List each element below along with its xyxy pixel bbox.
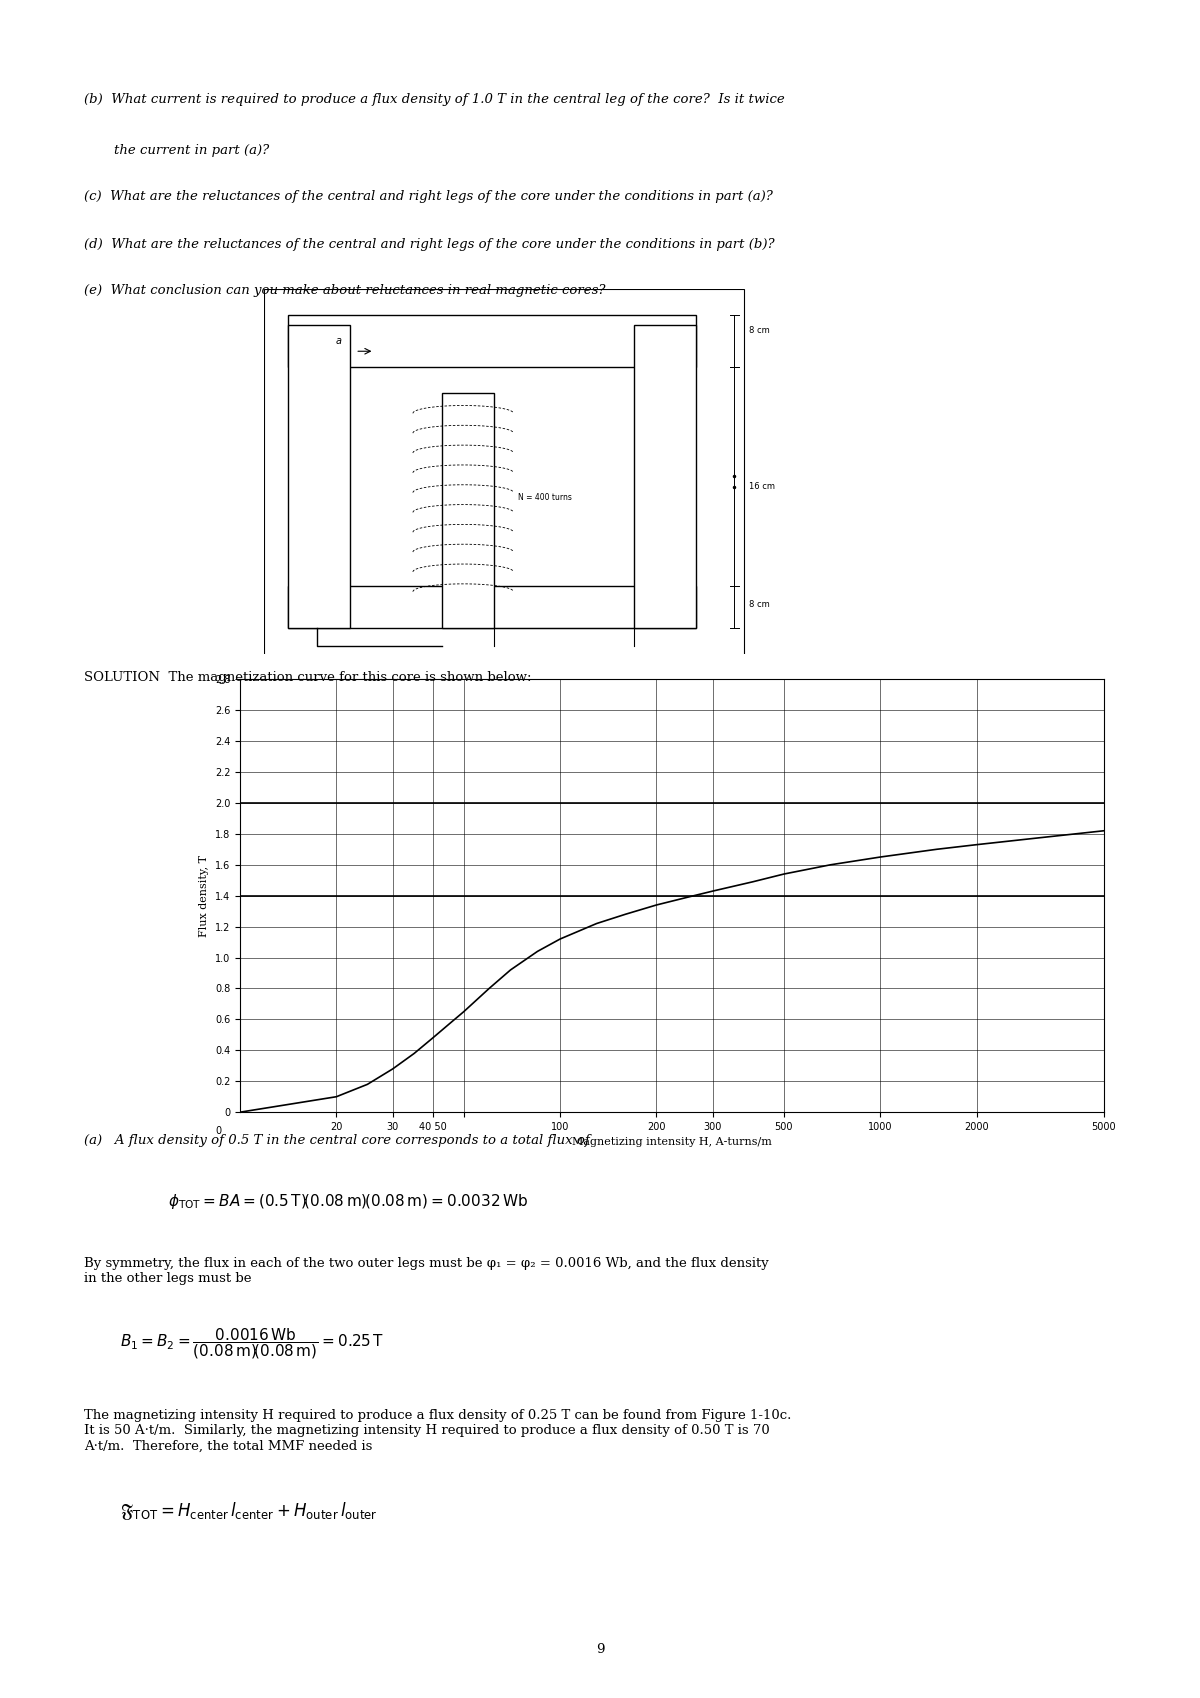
- Text: (b)  What current is required to produce a flux density of 1.0 T in the central : (b) What current is required to produce …: [84, 93, 785, 107]
- Text: The magnetizing intensity H required to produce a flux density of 0.25 T can be : The magnetizing intensity H required to …: [84, 1409, 791, 1452]
- Text: (d)  What are the reluctances of the central and right legs of the core under th: (d) What are the reluctances of the cent…: [84, 238, 775, 251]
- Text: 9: 9: [595, 1642, 605, 1656]
- Text: (e)  What conclusion can you make about reluctances in real magnetic cores?: (e) What conclusion can you make about r…: [84, 284, 606, 297]
- Text: 8 cm: 8 cm: [458, 681, 478, 689]
- Bar: [288, 326, 350, 628]
- Text: 16 cm: 16 cm: [749, 482, 775, 491]
- Text: 16 cm: 16 cm: [552, 681, 576, 689]
- Text: a: a: [336, 336, 342, 346]
- Text: $B_1 = B_2 = \dfrac{0.0016\,\mathrm{Wb}}{\left(0.08\,\mathrm{m}\right)\!\left(0.: $B_1 = B_2 = \dfrac{0.0016\,\mathrm{Wb}}…: [120, 1326, 384, 1360]
- Text: Depth  8 cm: Depth 8 cm: [550, 701, 602, 710]
- Text: $\phi_{\mathrm{TOT}} = BA = \left(0.5\,\mathrm{T}\right)\!\left(0.08\,\mathrm{m}: $\phi_{\mathrm{TOT}} = BA = \left(0.5\,\…: [168, 1192, 528, 1211]
- Bar: [442, 392, 494, 628]
- X-axis label: Magnetizing intensity H, A-turns/m: Magnetizing intensity H, A-turns/m: [572, 1138, 772, 1148]
- Text: 8 cm: 8 cm: [655, 681, 674, 689]
- Text: (c)  What are the reluctances of the central and right legs of the core under th: (c) What are the reluctances of the cent…: [84, 190, 773, 204]
- Text: $\mathfrak{F}_{\mathrm{TOT}} = H_{\mathrm{center}}\,l_{\mathrm{center}} + H_{\ma: $\mathfrak{F}_{\mathrm{TOT}} = H_{\mathr…: [120, 1501, 378, 1521]
- Bar: [288, 314, 696, 367]
- Y-axis label: Flux density, T: Flux density, T: [199, 854, 209, 937]
- Text: 16 cm: 16 cm: [384, 681, 408, 689]
- Text: (a)   A flux density of 0.5 T in the central core corresponds to a total flux of: (a) A flux density of 0.5 T in the centr…: [84, 1134, 589, 1148]
- Text: 0: 0: [215, 1126, 222, 1136]
- Text: 8 cm: 8 cm: [310, 681, 329, 689]
- Text: N = 400 turns: N = 400 turns: [518, 492, 572, 503]
- Text: SOLUTION  The magnetization curve for this core is shown below:: SOLUTION The magnetization curve for thi…: [84, 671, 532, 684]
- Text: 8 cm: 8 cm: [749, 599, 769, 608]
- Bar: [634, 326, 696, 628]
- Bar: [288, 586, 696, 628]
- Text: the current in part (a)?: the current in part (a)?: [114, 144, 269, 158]
- Text: 8 cm: 8 cm: [749, 326, 769, 335]
- Text: By symmetry, the flux in each of the two outer legs must be φ₁ = φ₂ = 0.0016 Wb,: By symmetry, the flux in each of the two…: [84, 1257, 769, 1284]
